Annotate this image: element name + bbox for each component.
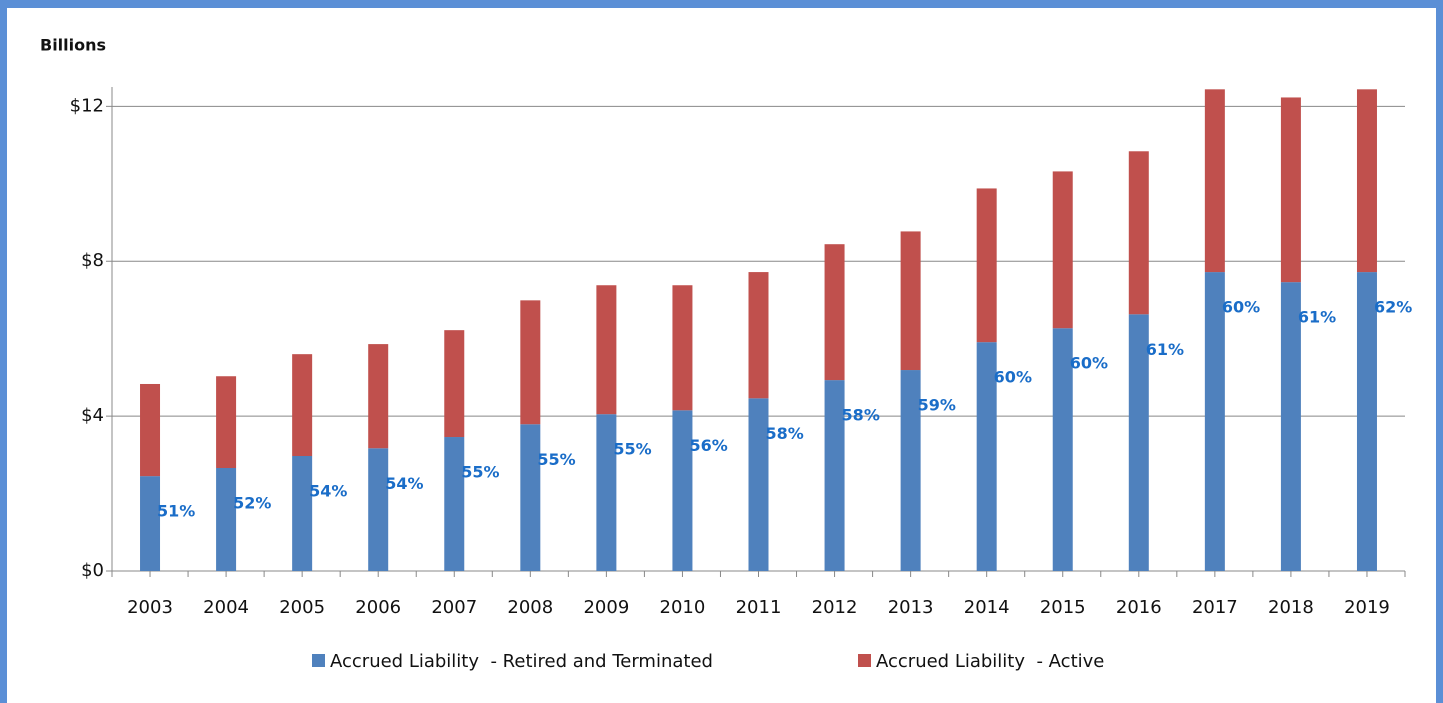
bar-segment xyxy=(1128,151,1149,315)
bar-segment xyxy=(900,370,921,571)
x-tick-label: 2007 xyxy=(431,597,477,618)
x-tick-label: 2009 xyxy=(583,597,629,618)
percent-label: 55% xyxy=(537,450,575,469)
bar-segment xyxy=(1356,89,1377,273)
x-tick-label: 2014 xyxy=(964,597,1010,618)
bar-segment xyxy=(520,300,541,425)
x-tick-label: 2003 xyxy=(127,597,173,618)
bar-segment xyxy=(900,231,921,371)
x-tick-label: 2015 xyxy=(1040,597,1086,618)
bar-segment xyxy=(1280,97,1301,283)
bar-segment xyxy=(1280,282,1301,571)
bar-segment xyxy=(140,476,161,571)
bar-segment xyxy=(672,285,693,411)
percent-label: 61% xyxy=(1146,340,1184,359)
bar-segment xyxy=(520,424,541,571)
percent-label: 58% xyxy=(842,406,880,425)
y-tick-label: $4 xyxy=(81,405,104,426)
bar-segment xyxy=(444,330,465,438)
percent-label: 60% xyxy=(1070,354,1108,373)
percent-label: 60% xyxy=(994,368,1032,387)
percent-label: 60% xyxy=(1222,298,1260,317)
percent-label: 58% xyxy=(766,424,804,443)
x-tick-label: 2006 xyxy=(355,597,401,618)
percent-label: 54% xyxy=(385,474,423,493)
bar-segment xyxy=(292,354,313,457)
bar-segment xyxy=(444,437,465,571)
percent-label: 56% xyxy=(689,436,727,455)
percent-label: 62% xyxy=(1374,298,1412,317)
bar-segment xyxy=(368,344,389,449)
percent-label: 59% xyxy=(918,396,956,415)
y-tick-label: $12 xyxy=(70,95,104,116)
bar-segment xyxy=(140,383,161,477)
x-tick-label: 2019 xyxy=(1344,597,1390,618)
x-tick-label: 2012 xyxy=(812,597,858,618)
x-tick-label: 2011 xyxy=(736,597,782,618)
chart-frame xyxy=(7,8,1436,703)
percent-label: 61% xyxy=(1298,308,1336,327)
legend-swatch xyxy=(858,654,871,667)
bar-segment xyxy=(368,448,389,571)
x-tick-label: 2010 xyxy=(660,597,706,618)
bar-segment xyxy=(748,398,769,571)
x-tick-label: 2008 xyxy=(507,597,553,618)
bar-segment xyxy=(1204,272,1225,571)
legend-label: Accrued Liability - Active xyxy=(876,651,1104,672)
x-tick-label: 2016 xyxy=(1116,597,1162,618)
percent-label: 55% xyxy=(613,440,651,459)
bar-segment xyxy=(1204,89,1225,273)
bar-segment xyxy=(976,342,997,571)
x-tick-label: 2017 xyxy=(1192,597,1238,618)
bar-segment xyxy=(1052,328,1073,571)
bar-segment xyxy=(292,456,313,571)
x-tick-label: 2013 xyxy=(888,597,934,618)
bar-segment xyxy=(596,414,617,571)
percent-label: 55% xyxy=(461,463,499,482)
bar-segment xyxy=(1128,314,1149,571)
y-tick-label: $0 xyxy=(81,560,104,581)
bar-segment xyxy=(596,285,617,415)
bar-segment xyxy=(976,188,997,343)
y-axis-title: Billions xyxy=(40,36,106,55)
legend-label: Accrued Liability - Retired and Terminat… xyxy=(330,651,713,672)
bar-segment xyxy=(824,244,845,381)
bar-segment xyxy=(672,410,693,571)
bar-segment xyxy=(216,376,237,469)
x-tick-label: 2018 xyxy=(1268,597,1314,618)
percent-label: 51% xyxy=(157,502,195,521)
legend-swatch xyxy=(312,654,325,667)
x-tick-label: 2004 xyxy=(203,597,249,618)
y-tick-label: $8 xyxy=(81,250,104,271)
bar-segment xyxy=(824,380,845,571)
percent-label: 54% xyxy=(309,482,347,501)
x-tick-label: 2005 xyxy=(279,597,325,618)
bar-segment xyxy=(1356,272,1377,571)
bar-segment xyxy=(216,468,237,571)
percent-label: 52% xyxy=(233,494,271,513)
bar-segment xyxy=(1052,171,1073,329)
bar-segment xyxy=(748,272,769,399)
